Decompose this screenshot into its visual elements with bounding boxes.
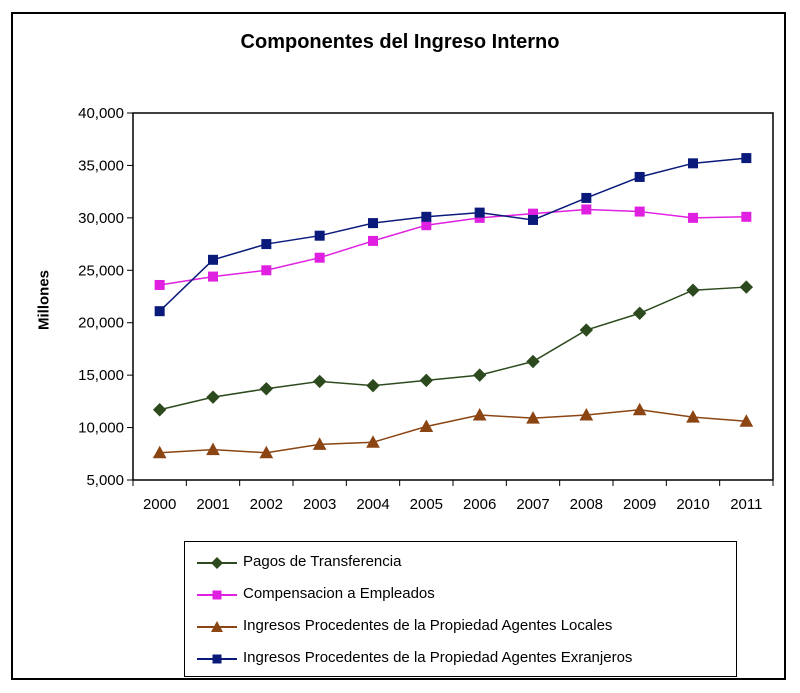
legend-marker-triangle-icon — [211, 621, 223, 632]
series-2-point — [741, 211, 752, 222]
y-tick-label: 40,000 — [78, 105, 124, 122]
series-3-point — [579, 407, 594, 421]
series-1-point — [632, 306, 647, 320]
series-1-point — [419, 373, 434, 388]
x-tick-label: 2000 — [143, 496, 176, 513]
y-tick-label: 20,000 — [78, 315, 124, 332]
series-line-1 — [159, 286, 747, 411]
series-3-point — [739, 414, 754, 427]
series-4-point — [688, 158, 698, 169]
series-1-point — [526, 354, 540, 369]
legend-marker-square-icon — [212, 654, 222, 664]
series-1-point — [206, 390, 220, 404]
x-tick-label: 2003 — [303, 496, 336, 513]
legend-marker-square-icon — [212, 590, 222, 600]
series-4-point — [634, 171, 645, 182]
series-3-point — [472, 407, 487, 421]
series-4-point — [314, 230, 325, 241]
legend-label: Ingresos Procedentes de la Propiedad Age… — [243, 649, 633, 666]
y-tick-label: 35,000 — [78, 157, 124, 174]
series-3-point — [206, 442, 220, 456]
series-1-point — [259, 382, 274, 396]
series-4-point — [154, 306, 165, 317]
series-2-point — [634, 206, 645, 217]
series-1-point — [579, 323, 594, 337]
series-4-point — [208, 254, 218, 265]
series-2-point — [368, 235, 378, 246]
y-tick-label: 15,000 — [78, 367, 124, 384]
legend-label: Pagos de Transferencia — [243, 553, 402, 570]
series-2-point — [208, 271, 218, 282]
legend-item: Ingresos Procedentes de la Propiedad Age… — [185, 615, 736, 639]
series-1-point — [686, 283, 700, 297]
x-tick-label: 2006 — [463, 496, 496, 513]
x-tick-label: 2011 — [730, 496, 762, 513]
series-1-point — [366, 378, 380, 393]
legend-marker-diamond-icon — [211, 557, 223, 569]
legend-item: Compensacion a Empleados — [185, 583, 736, 607]
series-4-point — [261, 239, 272, 250]
x-tick-label: 2002 — [250, 496, 283, 513]
series-2-point — [581, 204, 592, 215]
series-line-2 — [159, 208, 747, 286]
legend: Pagos de Transferencia Compensacion a Emp… — [184, 541, 737, 677]
series-3-point — [366, 435, 380, 448]
series-2-point — [314, 252, 325, 263]
series-4-point — [581, 192, 592, 203]
series-line-4 — [159, 157, 747, 312]
series-line-3 — [159, 408, 747, 454]
series-1-point — [152, 403, 167, 417]
x-tick-label: 2010 — [676, 496, 709, 513]
series-3-point — [152, 445, 167, 459]
x-tick-label: 2008 — [570, 496, 603, 513]
series-2-point — [421, 220, 432, 231]
chart-title: Componentes del Ingreso Interno — [240, 31, 560, 53]
series-4-point — [474, 207, 485, 218]
series-3-point — [526, 411, 540, 424]
x-tick-label: 2009 — [623, 496, 656, 513]
series-1-point — [472, 368, 487, 382]
series-4-point — [528, 214, 538, 225]
legend-item: Pagos de Transferencia — [185, 551, 736, 575]
x-tick-label: 2004 — [356, 496, 389, 513]
y-tick-label: 10,000 — [78, 420, 124, 437]
x-tick-label: 2007 — [516, 496, 549, 513]
series-3-point — [686, 410, 700, 423]
legend-label: Compensacion a Empleados — [243, 585, 435, 602]
series-1-point — [312, 374, 327, 389]
series-3-point — [312, 437, 327, 450]
series-3-point — [259, 445, 274, 459]
legend-label: Ingresos Procedentes de la Propiedad Age… — [243, 617, 613, 634]
series-2-point — [688, 212, 698, 223]
series-4-point — [741, 153, 752, 164]
series-3-point — [419, 419, 434, 433]
series-4-point — [368, 218, 378, 229]
series-3-point — [632, 402, 647, 416]
x-tick-label: 2001 — [196, 496, 229, 513]
series-1-point — [739, 280, 754, 294]
legend-item: Ingresos Procedentes de la Propiedad Age… — [185, 647, 736, 671]
x-tick-label: 2005 — [410, 496, 443, 513]
y-tick-label: 30,000 — [78, 210, 124, 227]
series-4-point — [421, 211, 432, 222]
y-tick-label: 5,000 — [86, 472, 124, 489]
series-2-point — [261, 265, 272, 276]
series-2-point — [154, 279, 165, 290]
y-tick-label: 25,000 — [78, 262, 124, 279]
